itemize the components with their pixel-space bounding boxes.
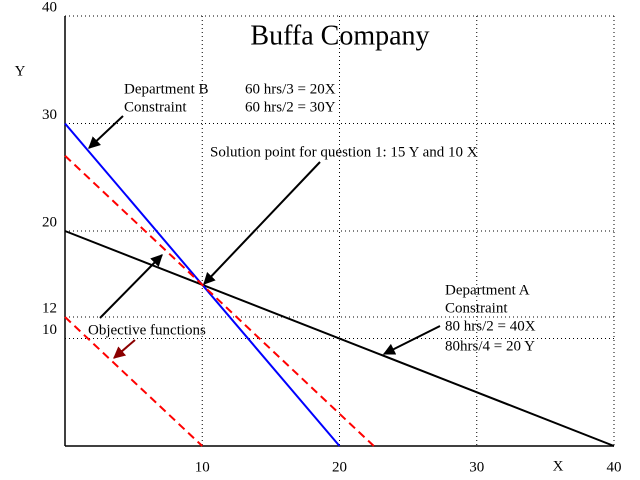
annotation: 60 hrs/3 = 20X [245,81,336,97]
y-tick-label: 20 [42,214,57,230]
annotation: 80 hrs/2 = 40X [445,318,536,334]
y-axis-label: Y [15,63,26,79]
x-axis-label: X [553,458,564,474]
arrow [382,325,441,355]
y-tick-label: 40 [42,0,57,15]
arrow [203,161,321,285]
arrow [113,339,136,359]
annotation: Solution point for question 1: 15 Y and … [210,144,478,160]
arrow [88,115,124,149]
y-tick-label: 12 [42,300,57,316]
annotation: Constraint [124,99,187,115]
constraint-line [64,155,375,447]
annotation: Objective functions [88,322,206,338]
x-tick-label: 10 [195,459,210,475]
x-tick-label: 30 [469,459,484,475]
x-tick-label: 20 [332,459,347,475]
constraint-line [64,316,203,447]
annotation: 60 hrs/2 = 30Y [245,99,336,115]
annotation: Department B [124,81,209,97]
chart-title: Buffa Company [250,20,429,51]
annotation: 80hrs/4 = 20 Y [445,338,535,354]
annotation: Department A [445,282,530,298]
x-tick-label: 40 [607,459,622,475]
y-tick-label: 30 [42,107,57,123]
annotation: Constraint [445,300,508,316]
arrow [99,254,163,319]
y-tick-label: 10 [42,322,57,338]
